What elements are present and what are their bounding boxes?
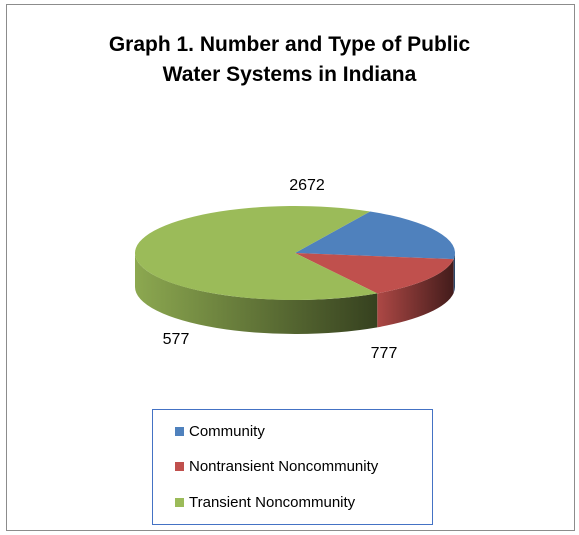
legend: Community Nontransient Noncommunity Tran… xyxy=(152,409,433,525)
data-label-community: 777 xyxy=(371,345,398,362)
pie-side-transient-noncommunity xyxy=(135,253,378,334)
legend-swatch-nontransient-noncommunity xyxy=(175,462,184,471)
legend-item-nontransient-noncommunity: Nontransient Noncommunity xyxy=(175,458,378,475)
chart-title-line-2: Water Systems in Indiana xyxy=(162,63,417,86)
legend-item-community: Community xyxy=(175,423,265,440)
legend-swatch-transient-noncommunity xyxy=(175,498,184,507)
pie-sides xyxy=(135,253,455,334)
pie-slice-transient-noncommunity xyxy=(135,206,378,300)
chart-title-line-1: Graph 1. Number and Type of Public xyxy=(108,33,471,56)
legend-item-transient-noncommunity: Transient Noncommunity xyxy=(175,494,355,511)
chart-title: Graph 1. Number and Type of Public Water… xyxy=(0,30,579,90)
legend-label-nontransient-noncommunity: Nontransient Noncommunity xyxy=(189,458,379,475)
pie-slice-nontransient-noncommunity xyxy=(295,253,454,294)
data-label-nontransient-noncommunity: 577 xyxy=(163,331,190,348)
pie-slice-community xyxy=(295,211,455,260)
pie-data-labels: 777 577 2672 xyxy=(163,177,398,362)
pie-tops xyxy=(135,206,455,300)
legend-swatch-community xyxy=(175,427,184,436)
legend-label-transient-noncommunity: Transient Noncommunity xyxy=(189,494,356,511)
pie-side-community xyxy=(453,253,455,294)
pie-side-nontransient-noncommunity xyxy=(377,259,454,328)
data-label-transient-noncommunity: 2672 xyxy=(289,177,325,194)
legend-label-community: Community xyxy=(189,423,265,440)
